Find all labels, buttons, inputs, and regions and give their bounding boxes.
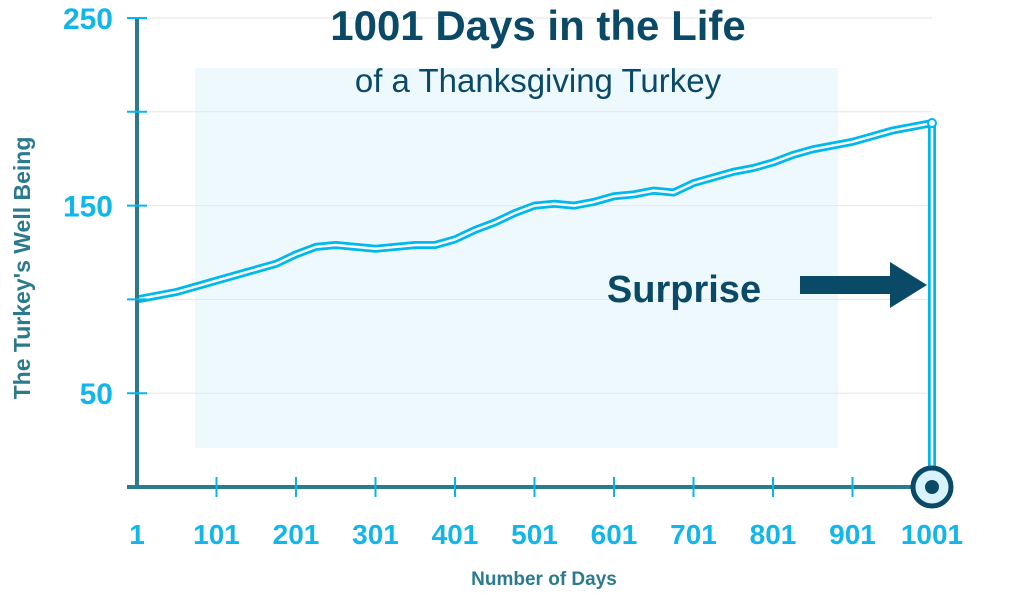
axes — [127, 18, 932, 489]
x-tick-label: 601 — [591, 519, 638, 550]
x-tick-label: 401 — [432, 519, 479, 550]
x-tick-label: 801 — [750, 519, 797, 550]
x-tick-label: 901 — [829, 519, 876, 550]
y-axis-label: The Turkey's Well Being — [9, 137, 35, 400]
chart-title: 1001 Days in the Life — [330, 2, 746, 49]
ticks: 50 150 250 1 101 201 301 401 501 601 701 801 901 1001 — [63, 3, 963, 550]
x-tick-label: 501 — [511, 519, 558, 550]
x-tick-label: 1001 — [901, 519, 963, 550]
x-tick-label: 301 — [352, 519, 399, 550]
y-tick-label: 150 — [63, 191, 113, 224]
y-tick-label: 250 — [63, 3, 113, 36]
end-marker-dot — [925, 480, 939, 494]
series-line — [136, 118, 937, 487]
y-tick-label: 50 — [80, 378, 113, 411]
arrow-icon — [800, 262, 927, 308]
x-tick-label: 101 — [193, 519, 240, 550]
series-end-point — [927, 118, 937, 129]
chart-subtitle: of a Thanksgiving Turkey — [355, 62, 722, 99]
highlight-region — [195, 68, 838, 448]
x-tick-label: 1 — [129, 519, 145, 550]
x-tick-label: 201 — [273, 519, 320, 550]
series-line-inner — [136, 121, 934, 487]
surprise-annotation: Surprise — [607, 269, 761, 311]
x-axis-label: Number of Days — [471, 569, 617, 590]
x-tick-label: 701 — [670, 519, 717, 550]
